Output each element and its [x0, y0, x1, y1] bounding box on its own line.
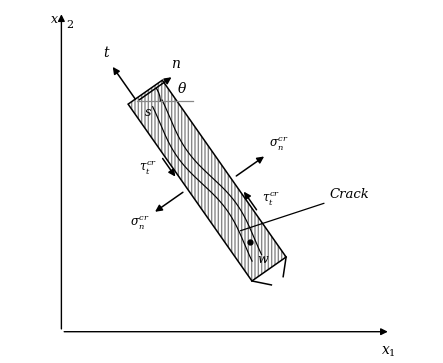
Text: t: t — [104, 46, 109, 60]
Text: $\tau_t^{cr}$: $\tau_t^{cr}$ — [262, 191, 280, 208]
Text: $\tau_t^{cr}$: $\tau_t^{cr}$ — [140, 160, 157, 177]
Text: $\sigma_n^{cr}$: $\sigma_n^{cr}$ — [269, 136, 289, 153]
Text: s: s — [145, 106, 152, 119]
Text: 2: 2 — [66, 20, 73, 30]
Text: w: w — [257, 253, 268, 266]
Text: Crack: Crack — [241, 188, 369, 231]
Text: $\theta$: $\theta$ — [177, 81, 187, 96]
Polygon shape — [128, 80, 286, 281]
Text: $x_1$: $x_1$ — [381, 344, 396, 359]
Text: n: n — [171, 57, 180, 71]
Text: $x$: $x$ — [50, 13, 58, 26]
Text: $\sigma_n^{cr}$: $\sigma_n^{cr}$ — [130, 215, 150, 232]
